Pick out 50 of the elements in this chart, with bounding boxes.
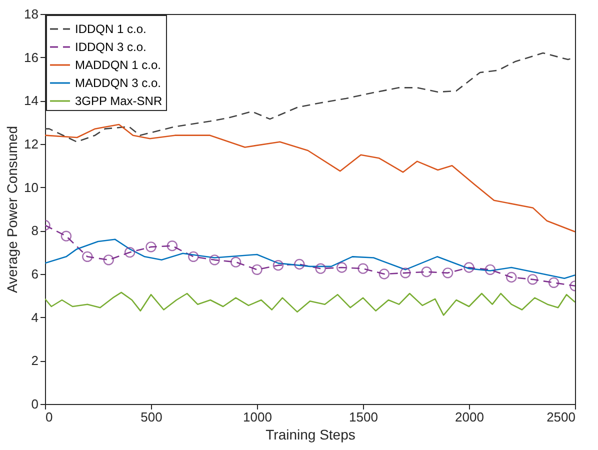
- point: [548, 277, 560, 288]
- point: [166, 240, 178, 252]
- x-tick-label: 2000: [455, 410, 484, 424]
- point: [336, 262, 348, 273]
- point: [464, 262, 474, 273]
- point: [252, 264, 262, 275]
- legend-label: MADDQN 1 c.o.: [75, 58, 162, 72]
- line-series: [45, 292, 575, 316]
- point: [442, 268, 454, 278]
- x-tick-label: 500: [140, 410, 162, 424]
- line-series: [45, 238, 575, 279]
- point: [60, 230, 72, 242]
- y-tick-label: 12: [24, 136, 38, 152]
- y-tick-label: 10: [24, 180, 38, 195]
- point: [421, 266, 432, 278]
- x-tick-label: 2500: [546, 410, 576, 424]
- point: [146, 242, 156, 252]
- point: [209, 254, 220, 266]
- legend-label: IDDQN 1 c.o.: [75, 22, 146, 36]
- y-tick-label: 2: [31, 353, 38, 368]
- legend-label: IDDQN 3 c.o.: [75, 40, 146, 54]
- y-tick-label: 8: [31, 223, 38, 238]
- point: [272, 260, 284, 271]
- point: [294, 258, 305, 270]
- y-tick-label: 14: [24, 93, 38, 108]
- x-tick-label: 1000: [243, 410, 272, 424]
- point: [315, 263, 326, 274]
- point: [103, 254, 114, 266]
- y-tick-label: 16: [24, 50, 38, 65]
- point: [82, 251, 93, 262]
- legend-label: 3GPP Max-SNR: [75, 94, 162, 108]
- y-tick-label: 4: [31, 310, 38, 325]
- point: [484, 264, 496, 275]
- x-axis-title: Training Steps: [266, 426, 356, 442]
- point: [230, 256, 242, 268]
- x-tick-label: 0: [46, 410, 53, 424]
- y-axis-title: Average Power Consumed: [4, 126, 20, 294]
- y-tick-label: 6: [31, 266, 38, 282]
- point: [400, 268, 411, 278]
- point: [188, 251, 199, 262]
- point: [378, 268, 390, 280]
- legend-label: MADDQN 3 c.o.: [75, 76, 162, 90]
- point: [506, 272, 517, 283]
- point: [358, 263, 368, 274]
- x-tick-label: 1500: [349, 410, 378, 424]
- y-tick-label: 0: [31, 396, 38, 412]
- line-series: [45, 124, 575, 232]
- point: [124, 247, 136, 258]
- point: [527, 274, 538, 285]
- y-tick-label: 18: [24, 6, 38, 22]
